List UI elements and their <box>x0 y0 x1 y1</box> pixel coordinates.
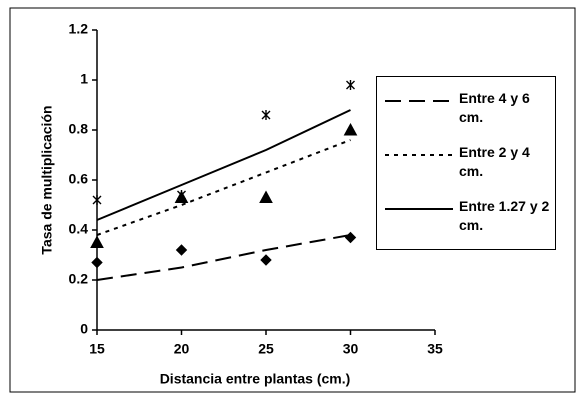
x-tick-label: 15 <box>89 341 105 357</box>
y-axis-label: Tasa de multiplicación <box>39 105 55 254</box>
legend: Entre 4 y 6 cm. Entre 2 y 4 cm. Entre 1.27… <box>376 76 556 250</box>
y-tick-label: 1.2 <box>69 21 89 37</box>
x-tick-label: 25 <box>258 341 274 357</box>
legend-entry: Entre 2 y 4 cm. <box>377 143 557 193</box>
marker-triangle <box>259 190 273 203</box>
legend-swatch <box>385 154 453 156</box>
marker-triangle <box>343 122 358 136</box>
trend-line <box>96 109 351 221</box>
y-tick-label: 0.4 <box>69 221 89 237</box>
marker-star <box>177 190 186 200</box>
marker-diamond <box>344 231 357 244</box>
marker-diamond <box>91 256 103 269</box>
y-tick-label: 0.6 <box>69 171 89 187</box>
x-tick-label: 20 <box>174 341 190 357</box>
legend-label: Entre 2 y 4 cm. <box>459 144 530 179</box>
legend-label: Entre 1.27 y 2 cm. <box>459 198 550 233</box>
x-tick-label: 30 <box>343 341 359 357</box>
y-tick-label: 0 <box>80 321 88 337</box>
marker-triangle <box>90 235 104 248</box>
y-tick-label: 1 <box>80 71 88 87</box>
legend-swatch <box>385 100 453 102</box>
marker-diamond <box>260 254 272 266</box>
marker-star <box>261 110 271 120</box>
x-tick-label: 35 <box>427 341 443 357</box>
legend-label: Entre 4 y 6 cm. <box>459 90 530 125</box>
legend-entry: Entre 4 y 6 cm. <box>377 89 557 139</box>
trend-line <box>96 139 351 236</box>
y-tick-label: 0.2 <box>69 271 89 287</box>
marker-star <box>346 80 355 90</box>
trend-line <box>96 234 351 281</box>
marker-diamond <box>175 244 188 256</box>
legend-swatch <box>385 208 453 210</box>
y-tick-label: 0.8 <box>69 121 89 137</box>
legend-entry: Entre 1.27 y 2 cm. <box>377 197 557 247</box>
marker-star <box>92 195 102 205</box>
x-axis-label: Distancia entre plantas (cm.) <box>160 371 351 387</box>
